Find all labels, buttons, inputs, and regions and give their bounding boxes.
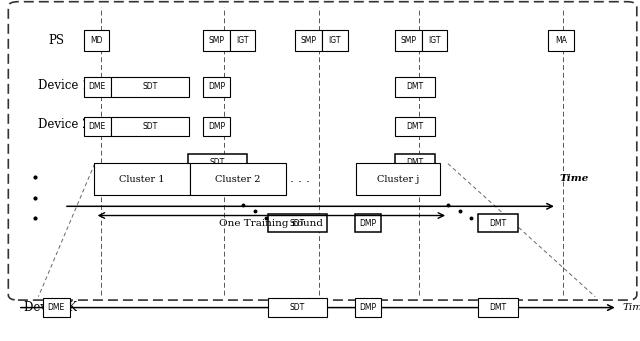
FancyBboxPatch shape — [548, 30, 574, 51]
Text: MD: MD — [90, 36, 103, 45]
FancyBboxPatch shape — [395, 77, 435, 97]
Text: Device K: Device K — [24, 301, 77, 314]
Text: SDT: SDT — [142, 82, 157, 91]
FancyBboxPatch shape — [8, 2, 637, 300]
Text: SMP: SMP — [301, 36, 317, 45]
Text: Time: Time — [622, 303, 640, 312]
FancyBboxPatch shape — [355, 214, 381, 232]
FancyBboxPatch shape — [111, 117, 189, 136]
FancyBboxPatch shape — [111, 77, 189, 97]
FancyBboxPatch shape — [190, 163, 286, 195]
Text: SMP: SMP — [209, 36, 225, 45]
FancyBboxPatch shape — [268, 298, 327, 317]
Text: DMP: DMP — [360, 219, 376, 228]
FancyBboxPatch shape — [395, 154, 435, 172]
Text: SDT: SDT — [290, 303, 305, 312]
Text: IGT: IGT — [236, 36, 249, 45]
Text: DMT: DMT — [490, 219, 506, 228]
Text: DMT: DMT — [406, 158, 423, 167]
Text: DMT: DMT — [490, 303, 506, 312]
FancyBboxPatch shape — [230, 30, 255, 51]
Text: Device 1: Device 1 — [38, 79, 90, 92]
FancyBboxPatch shape — [355, 298, 381, 317]
FancyBboxPatch shape — [395, 30, 422, 51]
FancyBboxPatch shape — [322, 30, 348, 51]
FancyBboxPatch shape — [395, 117, 435, 136]
Text: DME: DME — [89, 122, 106, 131]
FancyBboxPatch shape — [84, 30, 109, 51]
FancyBboxPatch shape — [188, 175, 247, 193]
FancyBboxPatch shape — [268, 214, 327, 232]
Text: IGT: IGT — [328, 36, 341, 45]
FancyBboxPatch shape — [203, 77, 230, 97]
Text: DME: DME — [48, 303, 65, 312]
FancyBboxPatch shape — [478, 298, 518, 317]
Text: SDT: SDT — [290, 219, 305, 228]
Text: Device 2: Device 2 — [38, 118, 90, 131]
FancyBboxPatch shape — [203, 30, 230, 51]
Text: PS: PS — [48, 34, 64, 47]
Text: DMP: DMP — [208, 82, 225, 91]
Text: Cluster j: Cluster j — [377, 175, 419, 183]
FancyBboxPatch shape — [43, 298, 70, 317]
Text: DMT: DMT — [406, 122, 423, 131]
Text: Cluster 2: Cluster 2 — [215, 175, 261, 183]
Text: DMP: DMP — [208, 122, 225, 131]
Text: DMT: DMT — [406, 180, 423, 189]
FancyBboxPatch shape — [188, 154, 247, 172]
FancyBboxPatch shape — [356, 163, 440, 195]
Text: SDT: SDT — [210, 158, 225, 167]
Text: . . .: . . . — [289, 172, 310, 185]
Text: DMT: DMT — [406, 82, 423, 91]
FancyBboxPatch shape — [395, 175, 435, 193]
Text: Cluster 1: Cluster 1 — [119, 175, 165, 183]
Text: SMP: SMP — [401, 36, 417, 45]
FancyBboxPatch shape — [478, 214, 518, 232]
Text: DME: DME — [89, 82, 106, 91]
Text: DMP: DMP — [360, 303, 376, 312]
FancyBboxPatch shape — [84, 77, 111, 97]
Text: Time: Time — [560, 174, 589, 183]
Text: IGT: IGT — [428, 36, 441, 45]
Text: SDT: SDT — [142, 122, 157, 131]
FancyBboxPatch shape — [295, 30, 322, 51]
Text: MA: MA — [556, 36, 567, 45]
FancyBboxPatch shape — [422, 30, 447, 51]
FancyBboxPatch shape — [94, 163, 190, 195]
Text: One Training round: One Training round — [220, 219, 323, 228]
Text: SDT: SDT — [210, 180, 225, 189]
FancyBboxPatch shape — [84, 117, 111, 136]
FancyBboxPatch shape — [203, 117, 230, 136]
